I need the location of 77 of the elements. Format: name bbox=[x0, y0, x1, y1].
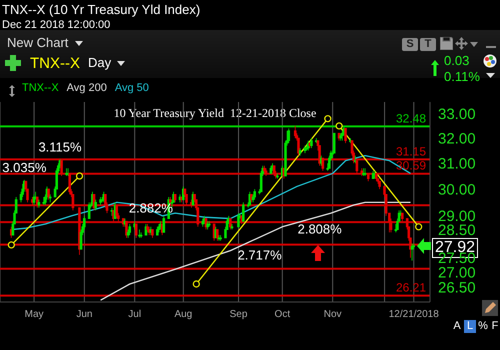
point bbox=[336, 122, 343, 130]
y-tick-label: 31.00 bbox=[438, 156, 476, 173]
y-tick-label: 26.50 bbox=[438, 279, 476, 296]
ref-line-label: 31.15 bbox=[396, 144, 426, 158]
text: Dec 21 2018 12:00:00 bbox=[2, 19, 110, 32]
x-tick-label: 12/21/2018 bbox=[388, 309, 440, 320]
text: Avg 200 bbox=[66, 82, 107, 94]
text: TNX--X (10 Yr Treasury Yld Index) bbox=[2, 2, 200, 18]
y-tick-label: 33.00 bbox=[438, 106, 476, 124]
point bbox=[76, 172, 84, 180]
text: T bbox=[420, 38, 436, 51]
text: New Chart bbox=[7, 35, 68, 51]
text: TNX--X bbox=[22, 82, 59, 94]
candlestick bbox=[401, 212, 404, 222]
candlestick bbox=[310, 138, 313, 148]
text: S bbox=[402, 38, 418, 51]
candlestick bbox=[66, 168, 70, 176]
x-tick-label: Sep bbox=[230, 309, 248, 320]
candlestick bbox=[204, 218, 208, 230]
annotation: 2.808% bbox=[298, 221, 342, 236]
y-tick-label: 27.00 bbox=[438, 264, 476, 282]
candlestick bbox=[344, 128, 347, 144]
point bbox=[415, 223, 422, 230]
x-tick-label: Oct bbox=[274, 309, 290, 320]
candlestick bbox=[201, 218, 204, 228]
text: F bbox=[490, 320, 500, 333]
candlestick bbox=[263, 165, 266, 174]
point bbox=[192, 280, 200, 288]
text: Day bbox=[88, 55, 112, 71]
candlestick bbox=[208, 220, 211, 228]
candlestick bbox=[32, 194, 36, 206]
text: 0.11% bbox=[444, 69, 480, 85]
text: 0.03 bbox=[444, 53, 470, 69]
candlestick bbox=[125, 220, 128, 238]
ref-line-label: 26.21 bbox=[396, 280, 426, 295]
candlestick bbox=[271, 162, 274, 172]
x-tick-label: Jul bbox=[128, 309, 142, 320]
x-tick-label: Jun bbox=[76, 309, 92, 320]
candlestick bbox=[158, 224, 160, 233]
point bbox=[324, 115, 332, 122]
candlestick bbox=[144, 224, 148, 236]
ref-line-label: 30.59 bbox=[396, 158, 426, 173]
candlestick bbox=[364, 168, 366, 176]
candlestick bbox=[219, 234, 222, 242]
point bbox=[8, 241, 15, 249]
candlestick bbox=[349, 138, 352, 144]
text: Avg 50 bbox=[114, 82, 149, 94]
y-tick-label: 32.00 bbox=[438, 130, 476, 148]
candlestick bbox=[264, 168, 268, 176]
candlestick bbox=[140, 232, 142, 238]
x-tick-label: May bbox=[24, 309, 44, 320]
candlestick bbox=[151, 229, 154, 238]
x-tick-label: Aug bbox=[174, 309, 192, 320]
x-tick-label: Nov bbox=[324, 309, 342, 320]
chart-title: 10 Year Treasury Yield 12-21-2018 Close bbox=[114, 106, 316, 120]
text: A bbox=[452, 320, 462, 333]
annotation: 3.035% bbox=[2, 160, 47, 175]
candlestick bbox=[38, 199, 40, 208]
y-tick-label: 30.00 bbox=[438, 181, 476, 198]
candlestick bbox=[230, 224, 234, 230]
candlestick bbox=[47, 188, 50, 200]
candlestick bbox=[276, 173, 279, 180]
candlestick bbox=[92, 194, 96, 211]
candlestick bbox=[206, 220, 209, 230]
candlestick bbox=[146, 224, 149, 233]
candlestick bbox=[362, 168, 365, 176]
annotation: 3.115% bbox=[38, 139, 82, 154]
text: % bbox=[477, 320, 489, 333]
text: TNX--X bbox=[30, 55, 80, 72]
candlestick bbox=[410, 243, 414, 262]
text: L bbox=[464, 320, 476, 333]
candlestick bbox=[138, 229, 141, 238]
candlestick bbox=[378, 180, 381, 190]
ref-line-label: 32.48 bbox=[396, 111, 426, 126]
candlestick bbox=[65, 168, 68, 176]
annotation: 2.717% bbox=[238, 247, 282, 262]
candlestick bbox=[298, 148, 302, 156]
